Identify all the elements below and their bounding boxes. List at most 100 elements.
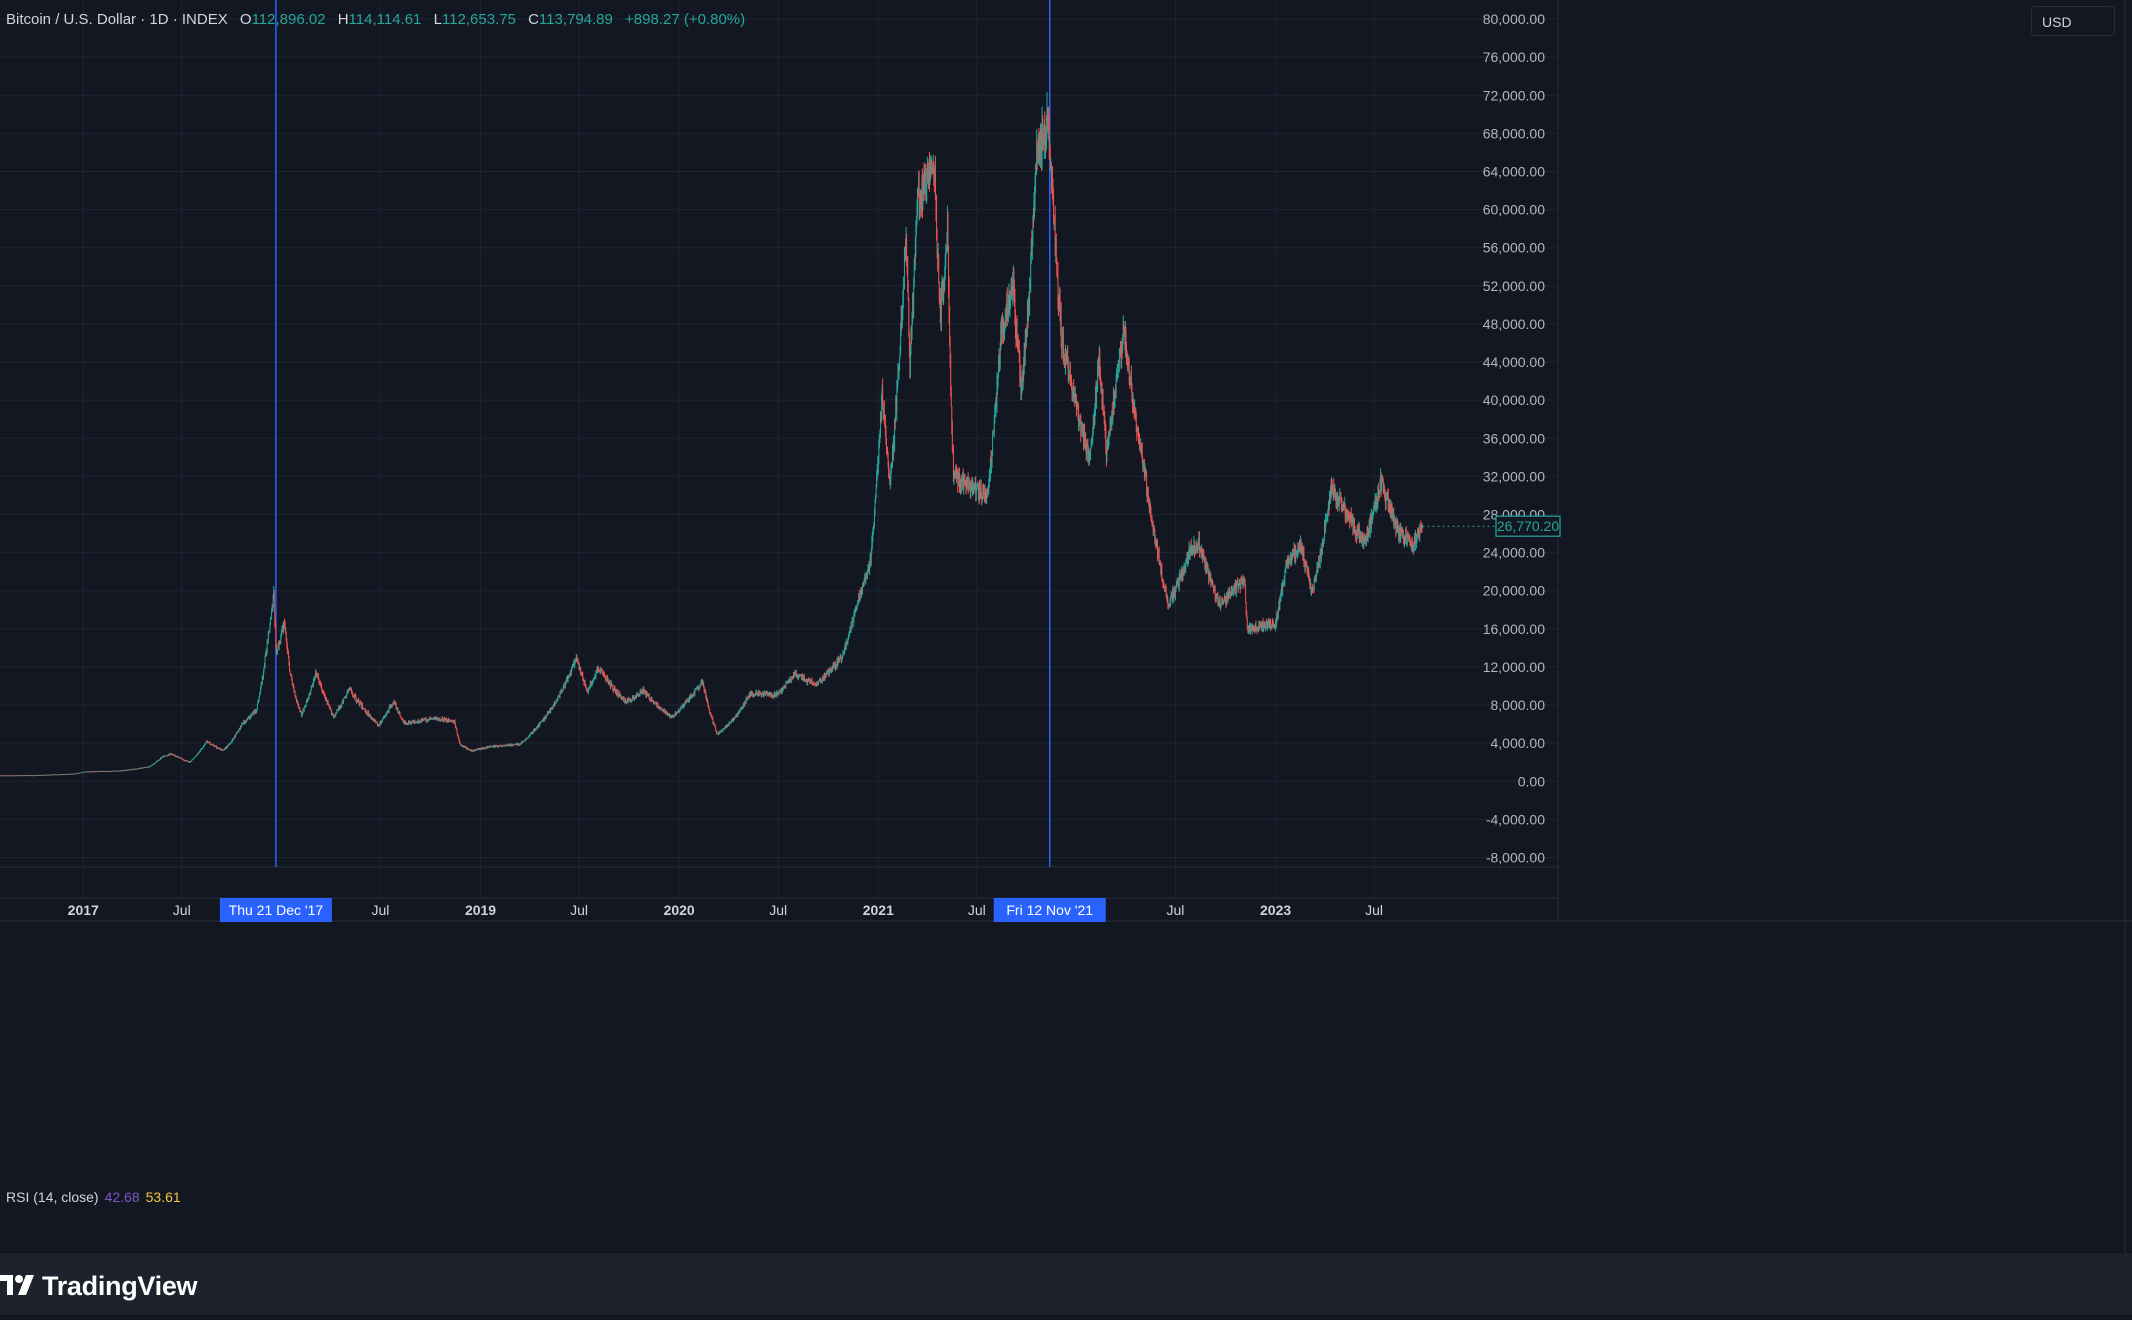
candle-body <box>270 625 271 630</box>
candle-body <box>1314 581 1315 590</box>
candle-body <box>715 727 716 730</box>
candle-body <box>268 634 269 642</box>
candle-body <box>833 664 834 666</box>
chart-background <box>0 0 2132 1253</box>
candle-body <box>908 299 909 336</box>
candle-body <box>241 724 242 727</box>
candle-body <box>935 174 936 195</box>
candle-body <box>1194 542 1195 553</box>
candle-body <box>1208 568 1209 572</box>
candle-body <box>852 619 853 626</box>
candle-body <box>446 719 447 721</box>
candle-body <box>276 629 277 647</box>
candle-body <box>295 691 296 696</box>
candle-body <box>942 287 943 293</box>
candle-body <box>1247 617 1248 627</box>
candle-body <box>1131 375 1132 384</box>
candle-body <box>936 210 937 231</box>
candle-body <box>695 690 696 695</box>
candle-body <box>992 435 993 451</box>
candle-body <box>1198 539 1199 548</box>
candle-body <box>840 656 841 657</box>
candle-body <box>1280 600 1281 607</box>
candle-body <box>709 707 710 709</box>
candle-body <box>1029 291 1030 305</box>
candle-body <box>1061 312 1062 340</box>
candle-body <box>606 680 607 681</box>
candle-body <box>457 730 458 733</box>
candle-body <box>257 704 258 709</box>
candle-body <box>1103 395 1104 411</box>
grid-lines <box>0 0 2132 1253</box>
candle-body <box>341 704 342 707</box>
candle-body <box>191 761 192 762</box>
candle-body <box>906 237 907 258</box>
candle-body <box>703 682 704 686</box>
candle-body <box>1322 543 1323 553</box>
candle-body <box>1053 195 1054 221</box>
candle-body <box>259 697 260 701</box>
candle-body <box>785 683 786 687</box>
candle-body <box>557 697 558 701</box>
candle-body <box>948 219 949 249</box>
candle-body <box>612 685 613 689</box>
candle-body <box>1113 415 1114 418</box>
candle-body <box>937 231 938 248</box>
candle-body <box>952 426 953 448</box>
candle-body <box>239 730 240 732</box>
candle-body <box>1162 569 1163 579</box>
candle-body <box>951 392 952 406</box>
candle-body <box>649 695 650 698</box>
candle-body <box>1119 353 1120 364</box>
candle-body <box>789 679 790 682</box>
candle-body <box>864 581 865 585</box>
candle-body <box>1284 570 1285 580</box>
candle-body <box>439 718 440 721</box>
candle-body <box>1296 556 1297 557</box>
candle-body <box>876 488 877 494</box>
candle-body <box>270 619 271 625</box>
candle-body <box>292 680 293 684</box>
candle-body <box>1058 275 1059 298</box>
candle-body <box>879 448 880 457</box>
candle-body <box>205 742 206 743</box>
candle-body <box>235 735 236 737</box>
candle-body <box>779 692 780 694</box>
candle-body <box>1056 262 1057 273</box>
candle-body <box>938 255 939 282</box>
candle-body <box>392 705 393 706</box>
candle-body <box>1246 613 1247 617</box>
candle-body <box>899 357 900 368</box>
candle-body <box>304 708 305 711</box>
candle-body <box>762 695 763 696</box>
candle-body <box>315 675 316 677</box>
candle-body <box>913 287 914 305</box>
candle-body <box>1040 138 1041 153</box>
candle-body <box>1245 586 1246 602</box>
candle-body <box>740 711 741 713</box>
candle-body <box>456 727 457 728</box>
candle-body <box>596 670 597 671</box>
candle-body <box>310 690 311 693</box>
candle-body <box>362 704 363 709</box>
candle-body <box>896 391 897 411</box>
candle-body <box>274 591 275 612</box>
candle-body <box>387 712 388 713</box>
candle-body <box>1332 482 1333 486</box>
candle-body <box>1096 389 1097 402</box>
candle-body <box>458 736 459 737</box>
candle-body <box>903 288 904 301</box>
candle-body <box>818 682 819 684</box>
candle-body <box>756 692 757 695</box>
candle-body <box>332 714 333 715</box>
candle-body <box>290 670 291 674</box>
candle-body <box>804 676 805 679</box>
candle-body <box>914 263 915 287</box>
candle-body <box>288 651 289 656</box>
candle-body <box>289 664 290 670</box>
candle-body <box>401 717 402 719</box>
candle-body <box>859 593 860 596</box>
candle-body <box>1236 585 1237 593</box>
